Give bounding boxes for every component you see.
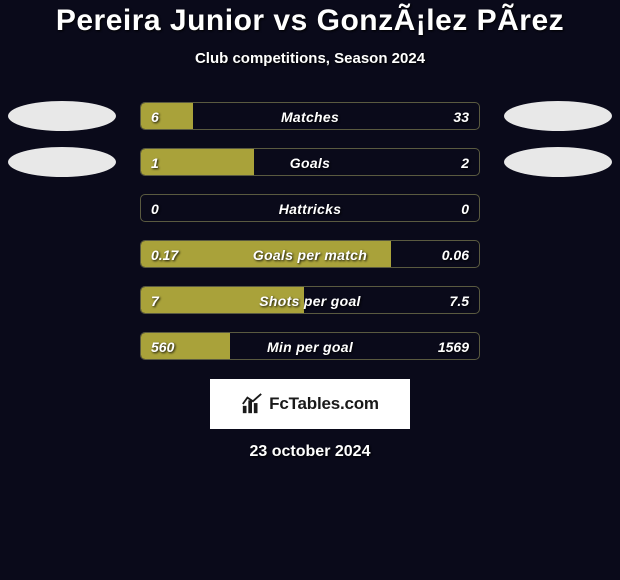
brand-chart-icon bbox=[241, 393, 263, 415]
stat-row: 12Goals bbox=[0, 141, 620, 187]
stat-value-right: 7.5 bbox=[450, 287, 469, 314]
stat-bar-fill bbox=[141, 333, 230, 359]
stat-bar-fill bbox=[141, 241, 391, 267]
stat-bar: 0.170.06Goals per match bbox=[140, 240, 480, 268]
team-logo-left bbox=[8, 147, 116, 177]
stat-bar-fill bbox=[141, 287, 304, 313]
team-logo-left bbox=[8, 101, 116, 131]
stat-bar: 0 0Hattricks bbox=[140, 194, 480, 222]
stat-bar-fill bbox=[141, 149, 254, 175]
stats-rows: 633Matches 12Goals 0 0Hattricks 0.170.06Goal… bbox=[0, 95, 620, 371]
stat-bar-fill bbox=[141, 103, 193, 129]
team-logo-right bbox=[504, 147, 612, 177]
stat-row: 0 0Hattricks bbox=[0, 187, 620, 233]
stat-value-right: 33 bbox=[453, 103, 469, 130]
brand-text: FcTables.com bbox=[269, 394, 379, 414]
stat-value-left: 0 bbox=[151, 195, 159, 222]
page-title: Pereira Junior vs GonzÃ¡lez PÃrez bbox=[0, 4, 620, 38]
stat-row: 633Matches bbox=[0, 95, 620, 141]
stat-value-right: 1569 bbox=[438, 333, 469, 360]
stat-value-right: 2 bbox=[461, 149, 469, 176]
stat-row: 0.170.06Goals per match bbox=[0, 233, 620, 279]
date-label: 23 october 2024 bbox=[0, 443, 620, 461]
brand-badge: FcTables.com bbox=[210, 379, 410, 429]
team-logo-right bbox=[504, 101, 612, 131]
stat-bar: 77.5Shots per goal bbox=[140, 286, 480, 314]
comparison-card: Pereira Junior vs GonzÃ¡lez PÃrez Club c… bbox=[0, 0, 620, 580]
stat-label: Hattricks bbox=[141, 195, 479, 222]
stat-bar: 5601569Min per goal bbox=[140, 332, 480, 360]
stat-row: 77.5Shots per goal bbox=[0, 279, 620, 325]
stat-row: 5601569Min per goal bbox=[0, 325, 620, 371]
stat-bar: 12Goals bbox=[140, 148, 480, 176]
stat-value-right: 0.06 bbox=[442, 241, 469, 268]
subtitle: Club competitions, Season 2024 bbox=[0, 50, 620, 67]
stat-value-right: 0 bbox=[461, 195, 469, 222]
stat-bar: 633Matches bbox=[140, 102, 480, 130]
